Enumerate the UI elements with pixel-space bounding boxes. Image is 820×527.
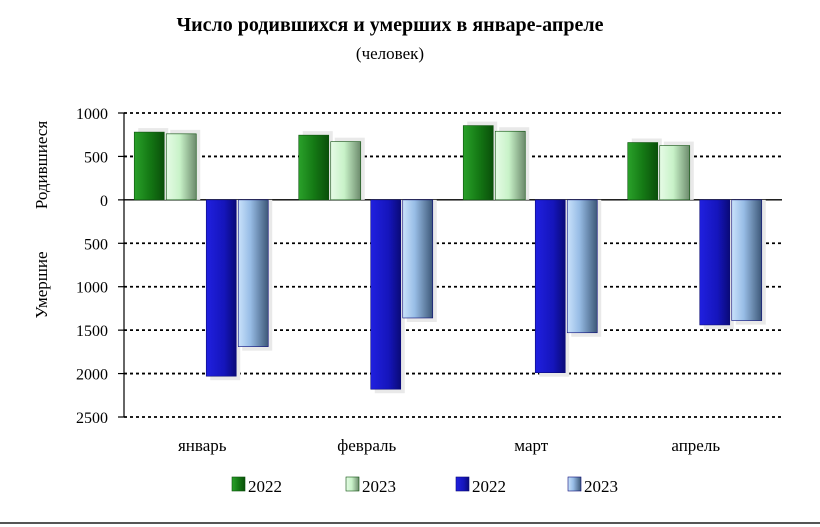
y-tick-label: 500 (84, 149, 108, 166)
bar-births-2023-апрель (659, 145, 691, 201)
bar-births-2023-март (494, 130, 526, 201)
y-tick-label: 0 (100, 193, 108, 210)
y-tick-label: 1000 (76, 280, 108, 297)
y-label-births: Родившиеся (32, 121, 51, 210)
legend-swatch (345, 476, 360, 492)
bar-deaths-2022-январь (205, 199, 237, 377)
x-tick-label: февраль (337, 436, 396, 455)
bottom-border (0, 522, 820, 524)
legend-label: 2023 (584, 477, 618, 496)
y-tick-label: 2500 (76, 410, 108, 427)
bar-deaths-2023-март (566, 199, 598, 334)
bar-deaths-2022-март (534, 199, 566, 374)
x-tick-label: март (514, 436, 548, 455)
legend-swatch (567, 476, 582, 492)
bar-deaths-2023-январь (237, 199, 269, 347)
bar-births-2022-февраль (298, 134, 330, 201)
y-tick-label: 1000 (76, 106, 108, 123)
legend-swatch (455, 476, 470, 492)
bar-births-2022-март (462, 125, 494, 201)
legend-label: 2022 (248, 477, 282, 496)
chart-subtitle: (человек) (355, 44, 425, 63)
chart-title: Число родившихся и умерших в январе-апре… (176, 14, 604, 36)
bar-births-2023-февраль (330, 141, 362, 201)
legend: 2022 2023 2022 2023 (231, 476, 618, 496)
legend-label: 2022 (472, 477, 506, 496)
y-tick-label: 2000 (76, 367, 108, 384)
bar-deaths-2022-апрель (699, 199, 731, 326)
y-tick-label: 500 (84, 236, 108, 253)
bar-deaths-2023-апрель (731, 199, 763, 321)
bars-layer (133, 121, 766, 394)
bar-deaths-2023-февраль (402, 199, 434, 319)
x-labels-layer: январь февраль март апрель (178, 436, 720, 455)
x-tick-label: январь (178, 436, 227, 455)
y-tick-label: 1500 (76, 323, 108, 340)
bar-deaths-2022-февраль (370, 199, 402, 390)
bar-births-2022-апрель (627, 142, 659, 201)
y-label-deaths: Умершие (32, 251, 51, 318)
bar-births-2023-январь (165, 133, 197, 201)
legend-label: 2023 (362, 477, 396, 496)
legend-swatch (231, 476, 246, 492)
x-tick-label: апрель (671, 436, 720, 455)
bar-births-2022-январь (133, 131, 165, 201)
